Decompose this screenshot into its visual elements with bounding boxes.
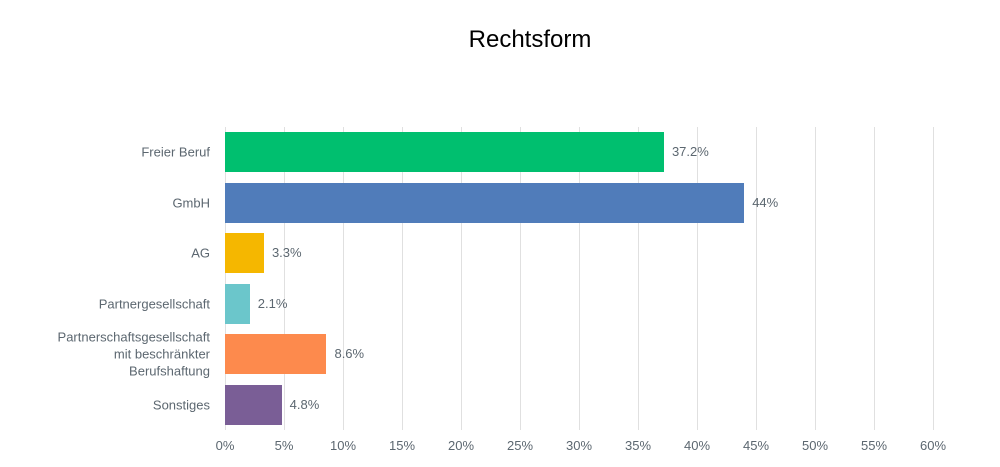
gridline	[343, 127, 344, 430]
gridline	[225, 127, 226, 430]
x-axis-tick-label: 60%	[919, 438, 947, 453]
gridline	[402, 127, 403, 430]
bar	[225, 334, 327, 375]
x-axis-tick-label: 40%	[683, 438, 711, 453]
gridline	[756, 127, 757, 430]
category-label: AG	[191, 245, 210, 261]
category-label: Freier Beruf	[141, 144, 210, 160]
category-label: Sonstiges	[152, 397, 210, 413]
gridline	[933, 127, 934, 430]
bar-value-label: 3.3%	[271, 245, 302, 261]
gridline	[579, 127, 580, 430]
chart-title: Rechtsform	[468, 26, 592, 53]
x-axis-tick-label: 20%	[447, 438, 475, 453]
gridline	[284, 127, 285, 430]
bar	[225, 233, 264, 274]
gridline	[520, 127, 521, 430]
gridline	[638, 127, 639, 430]
category-label: GmbH	[172, 195, 210, 211]
x-axis-tick-label: 35%	[624, 438, 652, 453]
bar-value-label: 4.8%	[289, 396, 320, 412]
bar-value-label: 44%	[752, 194, 779, 210]
bar-value-label: 37.2%	[671, 144, 709, 160]
bar-value-label: 2.1%	[257, 295, 288, 311]
gridline	[461, 127, 462, 430]
x-axis-tick-label: 55%	[860, 438, 888, 453]
x-axis-tick-label: 45%	[742, 438, 770, 453]
x-axis-tick-label: 0%	[215, 438, 235, 453]
x-axis-tick-label: 30%	[565, 438, 593, 453]
x-axis-tick-label: 5%	[274, 438, 294, 453]
bar	[225, 182, 745, 223]
gridline	[697, 127, 698, 430]
gridline	[815, 127, 816, 430]
x-axis-tick-label: 10%	[329, 438, 357, 453]
x-axis-tick-label: 50%	[801, 438, 829, 453]
bar-value-label: 8.6%	[334, 346, 365, 362]
x-axis-tick-label: 15%	[388, 438, 416, 453]
bar	[225, 132, 664, 173]
x-axis-tick-label: 25%	[506, 438, 534, 453]
plot-area: 37.2% 44% 3.3% 2.1% 8.6% 4.8%	[225, 127, 934, 430]
bar	[225, 384, 282, 425]
gridline	[874, 127, 875, 430]
category-label: Partnerschaftsgesellschaft mit beschränk…	[57, 329, 210, 379]
bar	[225, 283, 250, 324]
category-label: Partnergesellschaft	[98, 296, 210, 312]
